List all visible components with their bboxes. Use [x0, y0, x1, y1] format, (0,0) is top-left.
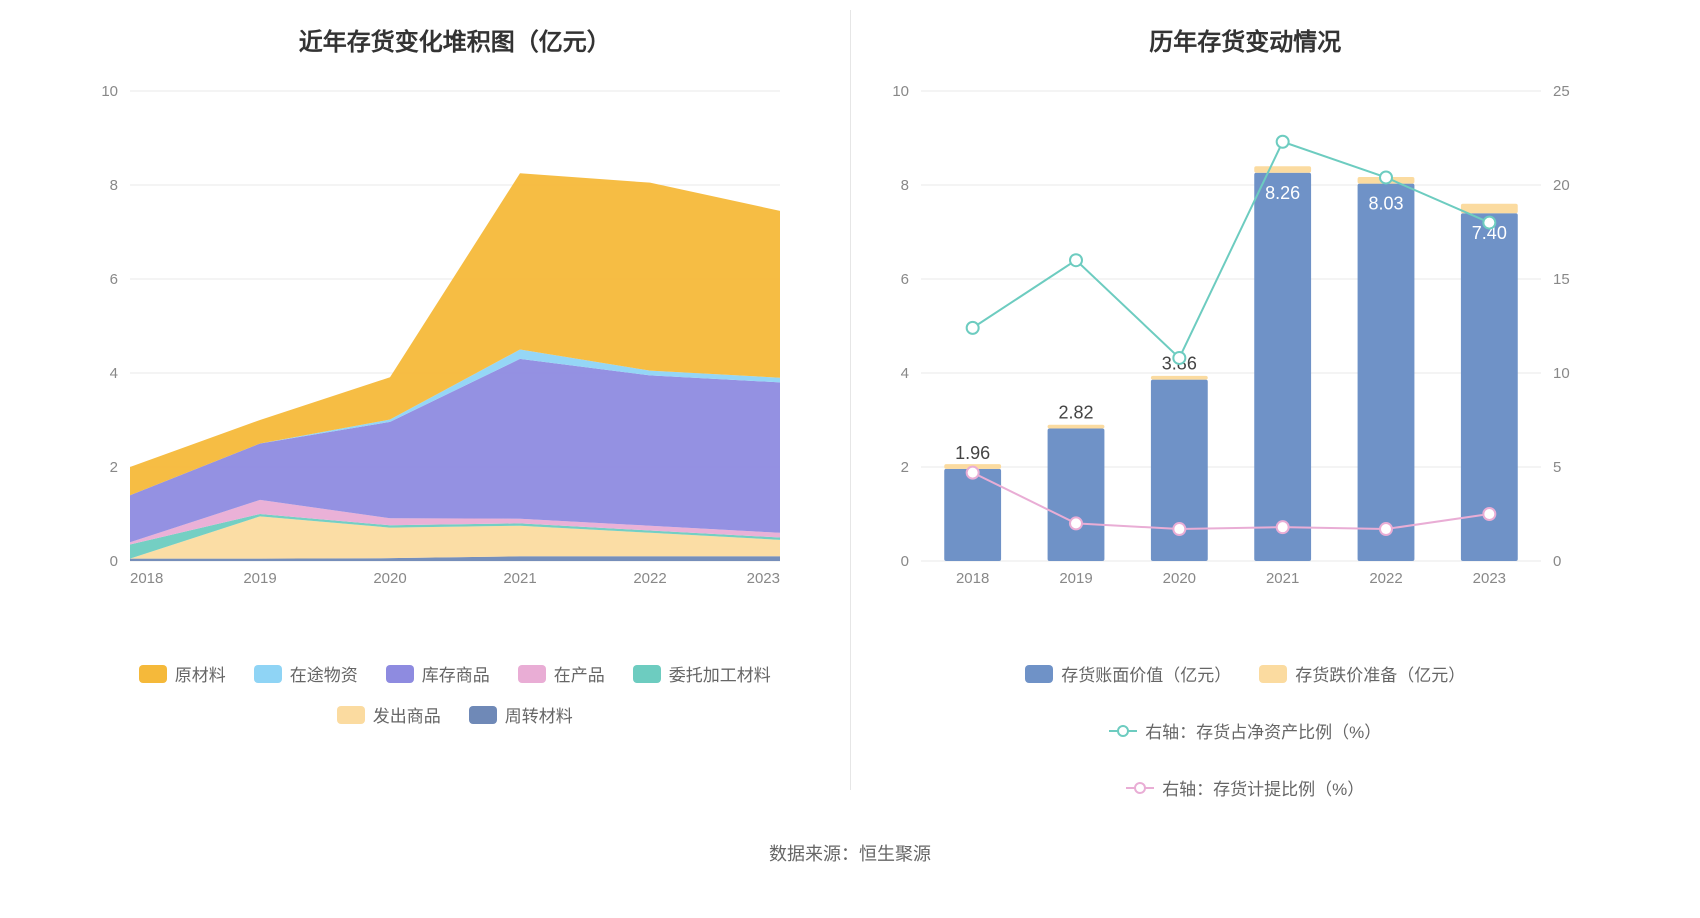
right-chart-panel: 历年存货变动情况 024681005101520251.962.823.868.… [851, 0, 1641, 810]
svg-text:0: 0 [900, 553, 908, 570]
legend-label: 在产品 [554, 661, 605, 686]
legend-item[interactable]: 存货账面价值（亿元） [1025, 661, 1231, 686]
svg-text:10: 10 [892, 83, 909, 100]
svg-text:2020: 2020 [1162, 570, 1195, 587]
legend-line-icon [1109, 722, 1137, 740]
svg-text:2018: 2018 [955, 570, 988, 587]
svg-text:2: 2 [110, 459, 118, 476]
legend-label: 右轴：存货计提比例（%） [1162, 775, 1364, 800]
legend-label: 存货跌价准备（亿元） [1295, 661, 1465, 686]
svg-text:10: 10 [1553, 365, 1570, 382]
left-chart-panel: 近年存货变化堆积图（亿元） 0 2 4 6 8 10 2018 2019 2020 2021 202… [60, 0, 850, 810]
svg-text:8.26: 8.26 [1265, 183, 1300, 203]
legend-label: 原材料 [175, 661, 226, 686]
legend-swatch [386, 665, 414, 683]
svg-text:8: 8 [110, 177, 118, 194]
legend-swatch [139, 665, 167, 683]
right-chart-title: 历年存货变动情况 [871, 22, 1621, 57]
left-chart-title: 近年存货变化堆积图（亿元） [80, 22, 830, 57]
legend-item[interactable]: 存货跌价准备（亿元） [1259, 661, 1465, 686]
legend-item[interactable]: 右轴：存货占净资产比例（%） [1109, 718, 1381, 743]
svg-text:2: 2 [900, 459, 908, 476]
svg-text:8: 8 [900, 177, 908, 194]
svg-text:4: 4 [110, 365, 118, 382]
legend-label: 库存商品 [422, 661, 490, 686]
legend-swatch [1259, 665, 1287, 683]
legend-label: 周转材料 [505, 702, 573, 727]
right-chart-svg: 024681005101520251.962.823.868.268.037.4… [871, 81, 1591, 601]
legend-item[interactable]: 在途物资 [254, 661, 358, 686]
svg-text:2.82: 2.82 [1058, 402, 1093, 422]
legend-swatch [633, 665, 661, 683]
svg-text:6: 6 [110, 271, 118, 288]
left-chart-svg: 0 2 4 6 8 10 2018 2019 2020 2021 2022 2023 [80, 81, 800, 601]
left-plot-area: 0 2 4 6 8 10 2018 2019 2020 2021 2022 2023 [80, 81, 830, 601]
svg-text:2021: 2021 [1265, 570, 1298, 587]
data-source-label: 数据来源：恒生聚源 [0, 840, 1700, 866]
svg-text:6: 6 [900, 271, 908, 288]
legend-swatch [337, 706, 365, 724]
legend-item[interactable]: 周转材料 [469, 702, 573, 727]
legend-swatch [254, 665, 282, 683]
svg-text:20: 20 [1553, 177, 1570, 194]
svg-text:25: 25 [1553, 83, 1570, 100]
svg-text:10: 10 [101, 83, 118, 100]
svg-text:4: 4 [900, 365, 908, 382]
legend-swatch [518, 665, 546, 683]
svg-text:5: 5 [1553, 459, 1561, 476]
legend-item[interactable]: 库存商品 [386, 661, 490, 686]
left-legend: 原材料 在途物资 库存商品 在产品 委托加工材料发出商品 周转材料 [80, 661, 830, 727]
legend-swatch [469, 706, 497, 724]
svg-text:2023: 2023 [747, 570, 780, 587]
legend-item[interactable]: 在产品 [518, 661, 605, 686]
legend-item[interactable]: 发出商品 [337, 702, 441, 727]
legend-swatch [1025, 665, 1053, 683]
legend-label: 委托加工材料 [669, 661, 771, 686]
svg-text:2023: 2023 [1472, 570, 1505, 587]
svg-text:2020: 2020 [373, 570, 406, 587]
svg-text:2021: 2021 [503, 570, 536, 587]
legend-label: 发出商品 [373, 702, 441, 727]
legend-label: 存货账面价值（亿元） [1061, 661, 1231, 686]
svg-text:2019: 2019 [1059, 570, 1092, 587]
svg-text:0: 0 [1553, 553, 1561, 570]
svg-text:1.96: 1.96 [955, 443, 990, 463]
svg-text:15: 15 [1553, 271, 1570, 288]
legend-line-icon [1126, 779, 1154, 797]
legend-item[interactable]: 右轴：存货计提比例（%） [1126, 775, 1364, 800]
legend-item[interactable]: 原材料 [139, 661, 226, 686]
svg-text:2022: 2022 [1369, 570, 1402, 587]
svg-text:2022: 2022 [633, 570, 666, 587]
right-plot-area: 024681005101520251.962.823.868.268.037.4… [871, 81, 1621, 601]
right-legend: 存货账面价值（亿元） 存货跌价准备（亿元） 右轴：存货占净资产比例（%） 右轴：存货计… [871, 661, 1621, 800]
svg-text:2018: 2018 [130, 570, 163, 587]
legend-item[interactable]: 委托加工材料 [633, 661, 771, 686]
svg-text:2019: 2019 [243, 570, 276, 587]
legend-label: 在途物资 [290, 661, 358, 686]
svg-text:0: 0 [110, 553, 118, 570]
svg-text:8.03: 8.03 [1368, 194, 1403, 214]
legend-label: 右轴：存货占净资产比例（%） [1145, 718, 1381, 743]
